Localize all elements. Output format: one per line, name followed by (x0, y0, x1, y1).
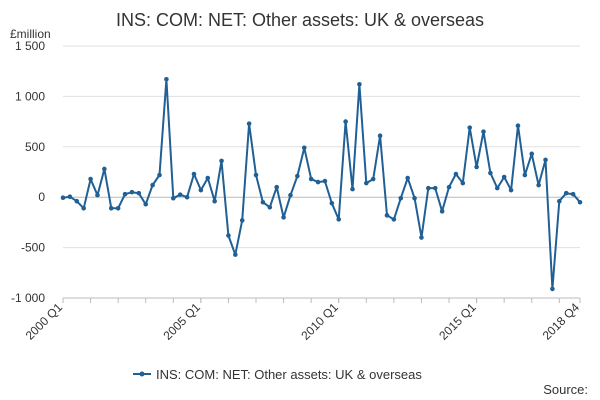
data-point[interactable] (184, 194, 190, 200)
data-point[interactable] (157, 172, 162, 178)
data-point[interactable] (357, 82, 362, 87)
data-point[interactable] (60, 195, 66, 201)
data-point[interactable] (67, 194, 73, 199)
data-point[interactable] (260, 199, 266, 205)
y-axis: 1 500 1 000 500 0 -500 -1 000 (11, 39, 45, 305)
data-point[interactable] (426, 185, 431, 191)
data-point[interactable] (233, 252, 238, 257)
data-point[interactable] (301, 145, 307, 151)
data-point[interactable] (274, 184, 279, 190)
data-point[interactable] (246, 121, 252, 126)
x-tick-label: 2018 Q4 (540, 300, 583, 343)
data-point[interactable] (129, 189, 135, 195)
data-point[interactable] (446, 184, 452, 190)
data-point[interactable] (308, 176, 314, 182)
series-line (62, 78, 581, 290)
data-point[interactable] (122, 191, 128, 197)
y-tick-label: 1 000 (15, 89, 45, 103)
data-point[interactable] (384, 213, 390, 218)
data-point[interactable] (115, 205, 121, 211)
data-point[interactable] (281, 215, 286, 220)
data-point[interactable] (412, 195, 417, 201)
data-point[interactable] (329, 200, 335, 206)
data-point[interactable] (253, 172, 259, 178)
data-point[interactable] (515, 123, 521, 128)
data-point[interactable] (295, 173, 300, 179)
source-label: Source: (543, 382, 588, 397)
gridlines (63, 45, 580, 299)
data-point[interactable] (439, 209, 445, 214)
data-point[interactable] (405, 175, 410, 181)
data-point[interactable] (453, 171, 459, 177)
data-point[interactable] (529, 151, 535, 157)
x-tick-label: 2015 Q1 (436, 300, 479, 343)
data-point[interactable] (102, 166, 107, 172)
data-point[interactable] (501, 174, 507, 180)
data-point[interactable] (543, 157, 548, 163)
data-point[interactable] (288, 192, 293, 198)
x-axis: 2000 Q1 2005 Q1 2010 Q1 2015 Q1 2018 Q4 (23, 297, 583, 343)
x-tick-label: 2000 Q1 (23, 300, 66, 343)
data-point[interactable] (432, 185, 438, 191)
legend-label: INS: COM: NET: Other assets: UK & overse… (156, 367, 422, 382)
data-point[interactable] (557, 198, 562, 204)
data-point[interactable] (377, 133, 383, 139)
data-point[interactable] (563, 190, 569, 196)
data-point[interactable] (474, 164, 479, 170)
data-point[interactable] (494, 185, 500, 191)
y-tick-label: 0 (38, 190, 45, 204)
data-point[interactable] (343, 119, 348, 124)
data-point[interactable] (177, 192, 183, 197)
data-point[interactable] (370, 176, 376, 182)
data-point[interactable] (322, 178, 328, 184)
data-point[interactable] (550, 286, 555, 292)
data-point[interactable] (226, 233, 231, 238)
legend-swatch-marker (139, 371, 145, 377)
data-point[interactable] (95, 192, 100, 198)
y-tick-label: -500 (21, 241, 45, 255)
data-point[interactable] (205, 175, 211, 181)
data-point[interactable] (419, 235, 424, 240)
legend[interactable]: INS: COM: NET: Other assets: UK & overse… (133, 367, 422, 382)
chart-title: INS: COM: NET: Other assets: UK & overse… (116, 10, 484, 30)
data-point[interactable] (219, 158, 224, 164)
x-tick-label: 2010 Q1 (298, 300, 341, 343)
y-tick-label: 500 (25, 140, 45, 154)
data-point[interactable] (191, 171, 197, 177)
data-point[interactable] (239, 218, 245, 223)
data-point[interactable] (508, 187, 514, 193)
data-point[interactable] (198, 187, 204, 193)
data-point[interactable] (108, 205, 114, 211)
data-point[interactable] (170, 195, 176, 201)
data-point[interactable] (364, 180, 369, 186)
series-group (60, 76, 583, 292)
data-point[interactable] (488, 170, 493, 176)
x-tick-label: 2005 Q1 (161, 300, 204, 343)
data-point[interactable] (481, 129, 486, 134)
data-point[interactable] (74, 198, 80, 204)
data-point[interactable] (460, 180, 466, 186)
data-point[interactable] (350, 186, 355, 192)
data-point[interactable] (164, 76, 169, 82)
data-point[interactable] (143, 201, 149, 207)
data-point[interactable] (522, 172, 528, 178)
data-point[interactable] (81, 205, 86, 211)
data-point[interactable] (136, 190, 142, 196)
data-point[interactable] (315, 179, 321, 185)
y-tick-label: 1 500 (15, 39, 45, 53)
data-point[interactable] (267, 204, 273, 210)
data-point[interactable] (536, 182, 541, 188)
y-tick-label: -1 000 (11, 291, 45, 305)
data-point[interactable] (150, 182, 155, 188)
data-point[interactable] (467, 125, 473, 130)
data-point[interactable] (570, 191, 576, 197)
data-point[interactable] (391, 217, 397, 222)
y-unit-label: £million (10, 27, 51, 41)
data-point[interactable] (88, 176, 93, 182)
data-point[interactable] (336, 217, 342, 222)
data-point[interactable] (577, 199, 583, 205)
data-point[interactable] (212, 198, 217, 204)
data-point[interactable] (398, 195, 404, 201)
